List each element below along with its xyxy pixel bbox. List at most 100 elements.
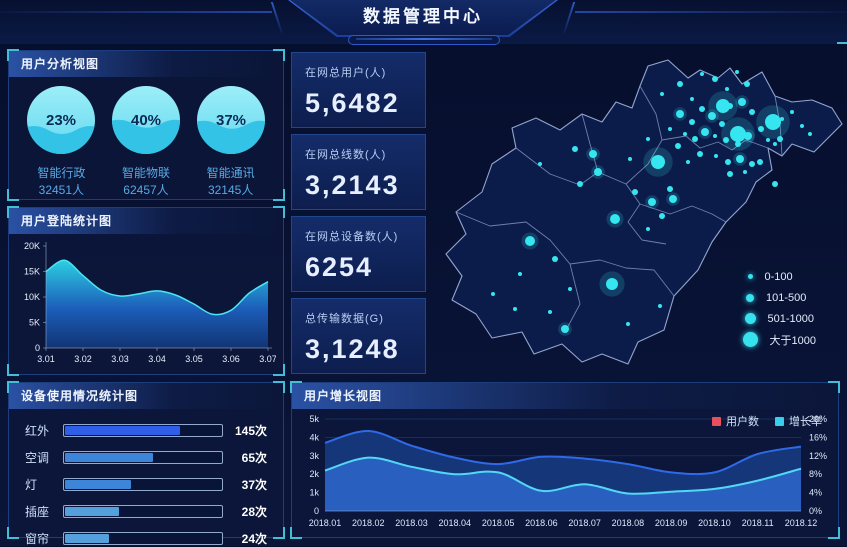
gauge-label: 智能行政 bbox=[37, 166, 86, 180]
svg-text:2018.05: 2018.05 bbox=[482, 518, 515, 528]
map-bubble bbox=[735, 141, 741, 147]
map-bubble bbox=[677, 81, 683, 87]
bar-value: 24次 bbox=[241, 531, 267, 546]
map-legend-item-3[interactable]: 大于1000 bbox=[742, 329, 816, 350]
map-bubble bbox=[568, 287, 572, 291]
bar-fill bbox=[65, 452, 154, 462]
svg-text:2018.04: 2018.04 bbox=[439, 518, 472, 528]
bar-label: 插座 bbox=[25, 504, 50, 519]
map-bubble bbox=[738, 98, 746, 106]
map-legend-item-0[interactable]: 0-100 bbox=[742, 266, 816, 287]
svg-text:8%: 8% bbox=[809, 469, 822, 479]
map-bubble bbox=[727, 171, 733, 177]
gauge-count: 32145人 bbox=[207, 183, 254, 197]
legend-label: 增长率 bbox=[789, 416, 822, 428]
map-bubble bbox=[651, 155, 665, 169]
map-bubble bbox=[675, 143, 681, 149]
panel-user-growth-title: 用户增长视图 bbox=[292, 383, 838, 409]
map-bubble bbox=[725, 87, 729, 91]
kpi-label: 在网总用户(人) bbox=[305, 67, 387, 79]
svg-text:2018.07: 2018.07 bbox=[568, 518, 601, 528]
svg-text:2018.09: 2018.09 bbox=[655, 518, 688, 528]
svg-text:0: 0 bbox=[35, 343, 40, 353]
svg-text:16%: 16% bbox=[809, 432, 827, 442]
svg-text:20%: 20% bbox=[809, 414, 827, 424]
bar-track bbox=[63, 477, 223, 491]
map-bubble bbox=[743, 170, 747, 174]
kpi-value: 6254 bbox=[305, 252, 374, 282]
map-bubble bbox=[773, 142, 777, 146]
map-bubble bbox=[744, 81, 750, 87]
map-bubble bbox=[757, 159, 763, 165]
device-bar-chart: 红外 145次 空调 65次灯 37次 插座 28次 窗帘 24次 bbox=[9, 409, 283, 546]
map-container: 0-100 101-500 501-1000 大于1000 bbox=[430, 42, 847, 382]
map-bubble bbox=[628, 157, 632, 161]
map-bubble bbox=[491, 292, 495, 296]
map-bubbles bbox=[491, 70, 812, 336]
map-bubble bbox=[749, 109, 755, 115]
svg-text:2018.02: 2018.02 bbox=[352, 518, 385, 528]
growth-chart-plot: 0 1k 2k 3k 4k 5k 0% 4% 8% 12% 16% 20% 2018.01 2018.02… bbox=[309, 414, 827, 528]
svg-text:2018.11: 2018.11 bbox=[742, 518, 774, 528]
map-bubble bbox=[548, 310, 552, 314]
header: 数据管理中心 bbox=[0, 0, 847, 45]
map-legend-dot bbox=[746, 293, 754, 302]
kpi-label: 在网总线数(人) bbox=[305, 149, 387, 161]
map-bubble bbox=[646, 227, 650, 231]
map-bubble bbox=[749, 161, 755, 167]
bar-value: 145次 bbox=[234, 423, 267, 438]
map-legend-label: 101-500 bbox=[766, 291, 807, 304]
svg-text:4k: 4k bbox=[309, 432, 319, 442]
map-bubble bbox=[689, 119, 695, 125]
bar-label: 灯 bbox=[25, 477, 38, 492]
map-bubble bbox=[626, 322, 630, 326]
map-svg bbox=[445, 59, 843, 365]
map-bubble bbox=[765, 114, 781, 130]
svg-text:3.04: 3.04 bbox=[148, 354, 166, 364]
bar-track bbox=[63, 450, 223, 464]
svg-text:5K: 5K bbox=[29, 318, 40, 328]
panel-login-stats-title: 用户登陆统计图 bbox=[9, 208, 283, 234]
map-legend-item-1[interactable]: 101-500 bbox=[742, 287, 816, 308]
map-bubble bbox=[700, 72, 704, 76]
kpi-card-3: 总传输数据(G) 3,1248 bbox=[291, 298, 426, 374]
svg-text:2018.12: 2018.12 bbox=[785, 518, 818, 528]
map-bubble bbox=[712, 76, 718, 82]
map-bubble bbox=[669, 195, 677, 203]
svg-text:2k: 2k bbox=[309, 469, 319, 479]
svg-text:2018.10: 2018.10 bbox=[698, 518, 731, 528]
growth-legend-item-0[interactable]: 用户数 bbox=[712, 413, 759, 429]
bar-row-4: 窗帘 24次 bbox=[25, 531, 267, 546]
login-area-chart: 0 5K 10K 15K 20K 3.01 3.02 3.03 3.04 3.05 3.06 3.07 bbox=[24, 241, 276, 364]
gauge-0: 23% 智能行政 32451人 bbox=[19, 83, 103, 198]
svg-text:2018.08: 2018.08 bbox=[612, 518, 645, 528]
map-bubble bbox=[589, 150, 597, 158]
map-bubble bbox=[648, 198, 656, 206]
growth-dual-axis-chart: 0 1k 2k 3k 4k 5k 0% 4% 8% 12% 16% 20% 2018.01 2018.02… bbox=[309, 414, 827, 528]
map-legend-item-2[interactable]: 501-1000 bbox=[742, 308, 816, 329]
bar-row-3: 插座 28次 bbox=[25, 504, 267, 519]
map-bubble bbox=[735, 70, 739, 74]
map-legend-dot bbox=[744, 313, 756, 324]
kpi-value: 3,1248 bbox=[305, 334, 400, 364]
map-bubble bbox=[667, 186, 673, 192]
map-legend-label: 大于1000 bbox=[769, 334, 816, 347]
svg-text:0: 0 bbox=[314, 506, 319, 516]
gauge-row: 23% 智能行政 32451人 40% 智能物联 62457人 37% 智能通讯 32145人 bbox=[9, 77, 283, 198]
growth-legend-item-1[interactable]: 增长率 bbox=[775, 413, 822, 429]
gauge-label: 智能通讯 bbox=[206, 166, 255, 180]
map-bubble bbox=[660, 92, 664, 96]
panel-device-usage: 设备使用情况统计图 红外 145次 空调 65次灯 37次 插座 28次 窗帘 24次 bbox=[7, 381, 285, 546]
map-bubble bbox=[561, 325, 569, 333]
map-bubble bbox=[701, 128, 709, 136]
gauge-circle: 40% bbox=[111, 86, 180, 154]
gauge-label: 智能物联 bbox=[121, 166, 170, 180]
panel-login-stats: 用户登陆统计图 0 5K 10K 15K 20K 3.01 3.02 3.03 3.04 3.05… bbox=[7, 206, 285, 376]
map-district-borders bbox=[455, 85, 783, 333]
panel-user-analysis-title: 用户分析视图 bbox=[9, 51, 283, 77]
kpi-card-1: 在网总线数(人) 3,2143 bbox=[291, 134, 426, 210]
header-base-decoration bbox=[348, 35, 500, 45]
map-legend: 0-100 101-500 501-1000 大于1000 bbox=[742, 266, 816, 350]
growth-chart-legend: 用户数 增长率 bbox=[712, 413, 822, 429]
gauge-2: 37% 智能通讯 32145人 bbox=[189, 83, 273, 198]
